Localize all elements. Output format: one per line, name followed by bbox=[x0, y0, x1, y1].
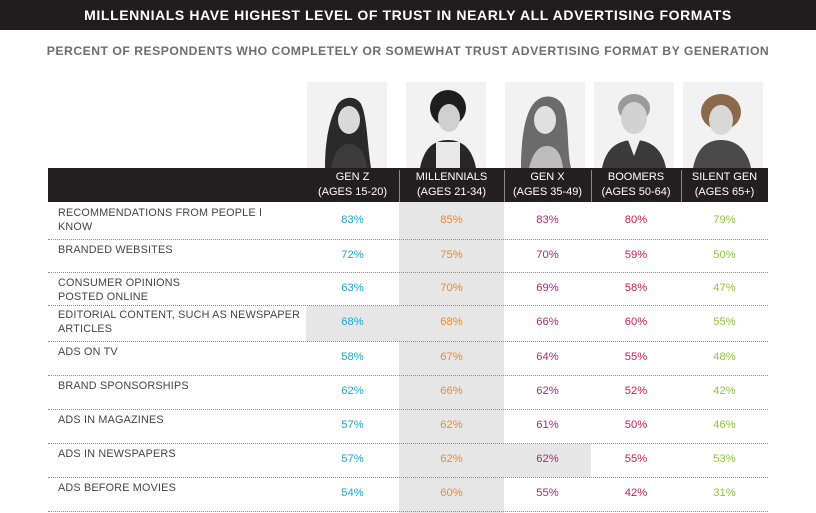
value-cell-gen-z: 68% bbox=[341, 316, 364, 328]
value-cell-millennials: 66% bbox=[440, 385, 463, 397]
column-header-ages: (AGES 15-20) bbox=[317, 186, 388, 198]
value-cell-gen-x: 69% bbox=[536, 281, 559, 294]
table-row: EDITORIAL CONTENT, SUCH AS NEWSPAPER ART… bbox=[48, 306, 768, 342]
value-cell-silent-gen: 53% bbox=[713, 453, 736, 465]
table-header-bar bbox=[48, 168, 768, 202]
value-cell-gen-z: 72% bbox=[341, 248, 364, 261]
value-cell-millennials: 75% bbox=[440, 248, 463, 261]
column-header-name: GEN X bbox=[530, 171, 565, 183]
highlighted-cell bbox=[306, 306, 399, 341]
value-cell-millennials: 68% bbox=[440, 316, 463, 328]
column-separator bbox=[591, 170, 592, 202]
value-cell-boomers: 55% bbox=[624, 351, 648, 363]
highlighted-column bbox=[399, 202, 504, 513]
value-cell-gen-z: 57% bbox=[341, 453, 364, 465]
value-cell-gen-x: 62% bbox=[536, 453, 559, 465]
table-row: ADS IN MAGAZINES bbox=[48, 410, 768, 444]
value-cell-gen-x: 64% bbox=[536, 351, 559, 363]
value-cell-boomers: 50% bbox=[624, 419, 648, 431]
chart-title: MILLENNIALS HAVE HIGHEST LEVEL OF TRUST … bbox=[0, 0, 816, 30]
column-separator bbox=[681, 170, 682, 202]
row-label: ADS BEFORE MOVIES bbox=[58, 482, 176, 494]
value-cell-gen-x: 62% bbox=[536, 385, 559, 397]
column-separator bbox=[399, 170, 400, 202]
value-cell-boomers: 55% bbox=[624, 453, 648, 465]
value-cell-gen-x: 61% bbox=[536, 419, 559, 431]
table-row: ADS BEFORE MOVIES bbox=[48, 478, 768, 512]
value-cell-silent-gen: 48% bbox=[713, 351, 736, 363]
value-cell-silent-gen: 55% bbox=[713, 316, 736, 328]
table-row: BRANDED WEBSITES bbox=[48, 240, 768, 273]
row-label: BRANDED WEBSITES bbox=[58, 244, 173, 256]
chart-subtitle: PERCENT OF RESPONDENTS WHO COMPLETELY OR… bbox=[46, 44, 770, 58]
value-cell-silent-gen: 50% bbox=[713, 248, 736, 261]
value-cell-boomers: 80% bbox=[624, 214, 648, 226]
gen-z-photo bbox=[307, 82, 387, 168]
column-separator bbox=[504, 170, 505, 202]
silent-gen-photo bbox=[683, 82, 763, 168]
value-cell-silent-gen: 42% bbox=[713, 385, 736, 397]
value-cell-gen-x: 66% bbox=[536, 316, 559, 328]
column-header-name: GEN Z bbox=[335, 171, 370, 183]
value-cell-silent-gen: 79% bbox=[713, 214, 736, 226]
column-header-ages: (AGES 65+) bbox=[694, 186, 755, 198]
value-cell-silent-gen: 46% bbox=[713, 419, 736, 431]
column-header-ages: (AGES 50-64) bbox=[601, 186, 671, 198]
value-cell-boomers: 58% bbox=[624, 281, 648, 294]
value-cell-millennials: 67% bbox=[440, 351, 463, 363]
column-header-gen-z: GEN Z (AGES 15-20) bbox=[306, 168, 399, 202]
value-cell-millennials: 62% bbox=[440, 419, 463, 431]
value-cell-gen-z: 54% bbox=[341, 487, 364, 499]
value-cell-millennials: 85% bbox=[440, 214, 463, 226]
boomers-photo bbox=[594, 82, 674, 168]
row-label: EDITORIAL CONTENT, SUCH AS NEWSPAPER ART… bbox=[58, 309, 301, 335]
highlighted-cell bbox=[504, 444, 591, 477]
value-cell-gen-z: 57% bbox=[341, 419, 364, 431]
row-label: ADS IN NEWSPAPERS bbox=[58, 448, 176, 460]
value-cell-gen-z: 63% bbox=[341, 281, 364, 294]
column-header-ages: (AGES 21-34) bbox=[416, 186, 487, 198]
column-header-name: SILENT GEN bbox=[691, 171, 758, 183]
value-cell-gen-x: 83% bbox=[536, 214, 559, 226]
gen-x-photo bbox=[505, 82, 585, 168]
table-row: ADS ON TV bbox=[48, 342, 768, 376]
row-label: CONSUMER OPINIONS POSTED ONLINE bbox=[58, 277, 181, 303]
column-header-silent-gen: SILENT GEN (AGES 65+) bbox=[681, 168, 768, 202]
value-cell-gen-z: 62% bbox=[341, 385, 364, 397]
value-cell-millennials: 60% bbox=[440, 487, 463, 499]
column-header-name: MILLENNIALS bbox=[415, 171, 488, 183]
table-row: CONSUMER OPINIONS POSTED ONLINE bbox=[48, 273, 768, 306]
row-label: ADS ON TV bbox=[58, 346, 118, 358]
table-row: RECOMMENDATIONS FROM PEOPLE I KNOW bbox=[48, 204, 768, 240]
value-cell-boomers: 42% bbox=[624, 487, 648, 499]
value-cell-boomers: 60% bbox=[624, 316, 648, 328]
row-label: RECOMMENDATIONS FROM PEOPLE I KNOW bbox=[58, 207, 263, 233]
value-cell-silent-gen: 31% bbox=[713, 487, 736, 499]
value-cell-gen-x: 70% bbox=[536, 248, 559, 261]
millennials-photo bbox=[406, 82, 486, 168]
row-label: BRAND SPONSORSHIPS bbox=[58, 380, 189, 392]
column-header-ages: (AGES 35-49) bbox=[512, 186, 583, 198]
table-row: BRAND SPONSORSHIPS bbox=[48, 376, 768, 410]
column-header-gen-x: GEN X (AGES 35-49) bbox=[504, 168, 591, 202]
row-label: ADS IN MAGAZINES bbox=[58, 414, 164, 426]
value-cell-boomers: 59% bbox=[624, 248, 648, 261]
value-cell-gen-z: 83% bbox=[341, 214, 364, 226]
column-header-name: BOOMERS bbox=[607, 171, 665, 183]
table-row: ADS IN NEWSPAPERS bbox=[48, 444, 768, 478]
value-cell-gen-x: 55% bbox=[536, 487, 559, 499]
value-cell-boomers: 52% bbox=[624, 385, 648, 397]
value-cell-millennials: 70% bbox=[440, 281, 463, 294]
value-cell-gen-z: 58% bbox=[341, 351, 364, 363]
column-header-millennials: MILLENNIALS (AGES 21-34) bbox=[399, 168, 504, 202]
column-header-boomers: BOOMERS (AGES 50-64) bbox=[591, 168, 681, 202]
value-cell-millennials: 62% bbox=[440, 453, 463, 465]
value-cell-silent-gen: 47% bbox=[713, 281, 736, 294]
